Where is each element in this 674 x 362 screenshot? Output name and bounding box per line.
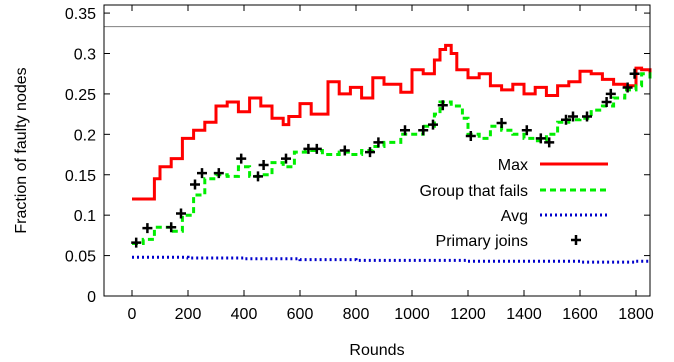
primary-join-marker	[339, 145, 350, 156]
primary-join-marker	[311, 143, 322, 154]
primary-join-marker	[166, 222, 177, 233]
y-tick-label: 0.1	[74, 208, 96, 225]
primary-join-marker	[176, 208, 186, 219]
legend-swatch	[571, 235, 581, 245]
primary-join-marker	[365, 147, 375, 158]
primary-join-marker	[582, 111, 592, 122]
y-tick-label: 0.05	[65, 249, 96, 266]
primary-join-marker	[544, 137, 555, 148]
axes: 0 200 400 600 800 1000 1200 1400 1600 1800 0 0.05 0.…	[65, 4, 654, 323]
primary-join-marker	[568, 111, 578, 122]
plot-frame	[103, 4, 651, 297]
x-tick-label: 600	[287, 306, 314, 323]
x-axis-label: Rounds	[349, 342, 404, 359]
x-tick-label: 1400	[506, 306, 542, 323]
primary-join-marker	[213, 168, 224, 179]
primary-join-marker	[190, 179, 200, 190]
primary-join-marker	[281, 153, 291, 164]
series-line-avg	[132, 255, 650, 264]
primary-join-marker	[428, 119, 438, 130]
primary-join-marker	[561, 114, 571, 125]
y-tick-label: 0.2	[74, 127, 96, 144]
x-tick-label: 1200	[450, 306, 486, 323]
primary-join-marker	[303, 143, 314, 154]
y-tick-label: 0.3	[74, 47, 96, 64]
primary-join-marker	[131, 237, 142, 248]
legend-label: Group that fails	[420, 183, 529, 200]
x-tick-label: 1000	[394, 306, 430, 323]
primary-join-marker	[521, 125, 532, 136]
y-axis-label: Fraction of faulty nodes	[13, 67, 30, 233]
legend: Max Group that fails Avg Primary joins	[420, 157, 608, 250]
x-tick-label: 0	[128, 306, 137, 323]
primary-join-marker	[142, 223, 153, 234]
series-line-max	[132, 43, 652, 201]
y-tick-label: 0.25	[65, 87, 96, 104]
primary-join-marker	[236, 153, 247, 164]
x-tick-label: 1800	[618, 306, 654, 323]
x-tick-label: 400	[231, 306, 258, 323]
primary-join-marker	[535, 133, 546, 144]
plot-area	[104, 26, 652, 264]
x-tick-label: 200	[175, 306, 202, 323]
primary-join-marker	[373, 137, 384, 148]
x-tick-label: 1600	[562, 306, 598, 323]
primary-join-marker	[605, 88, 616, 99]
primary-join-marker	[418, 125, 429, 136]
primary-join-marker	[197, 168, 207, 179]
primary-join-marker	[437, 100, 448, 111]
legend-label: Primary joins	[436, 233, 528, 250]
y-tick-label: 0	[87, 289, 96, 306]
x-tick-label: 800	[343, 306, 370, 323]
primary-join-marker	[496, 118, 507, 129]
primary-join-marker	[258, 160, 269, 171]
primary-join-marker	[253, 171, 263, 182]
legend-label: Avg	[501, 208, 528, 225]
primary-join-marker	[629, 68, 640, 79]
series-line-group-that-fails	[132, 72, 652, 245]
y-tick-label: 0.15	[65, 168, 96, 185]
primary-join-marker	[465, 130, 476, 141]
primary-join-marker	[601, 97, 612, 107]
y-tick-label: 0.35	[65, 6, 96, 23]
primary-join-marker	[622, 82, 633, 93]
legend-label: Max	[498, 157, 528, 174]
primary-join-marker	[400, 125, 410, 136]
